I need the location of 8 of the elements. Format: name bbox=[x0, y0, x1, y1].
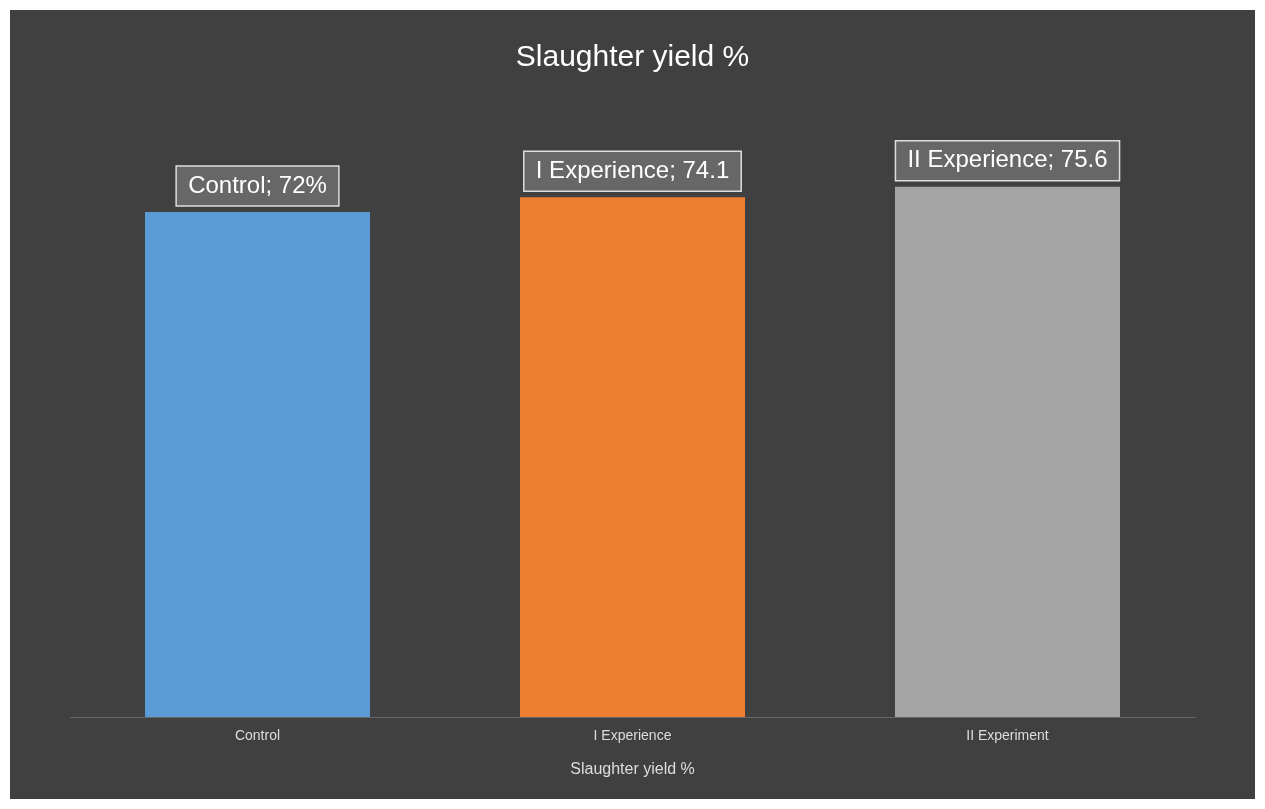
data-label: II Experience; 75.6 bbox=[907, 145, 1108, 173]
chart-title: Slaughter yield % bbox=[515, 39, 750, 73]
x-tick-label: II Experiment bbox=[966, 727, 1049, 744]
data-label: Control; 72% bbox=[188, 170, 327, 198]
x-tick-label: I Experience bbox=[593, 727, 672, 744]
data-label: I Experience; 74.1 bbox=[535, 156, 730, 183]
x-tick-label: Control bbox=[234, 727, 281, 744]
x-axis-title: Slaughter yield % bbox=[570, 759, 695, 777]
